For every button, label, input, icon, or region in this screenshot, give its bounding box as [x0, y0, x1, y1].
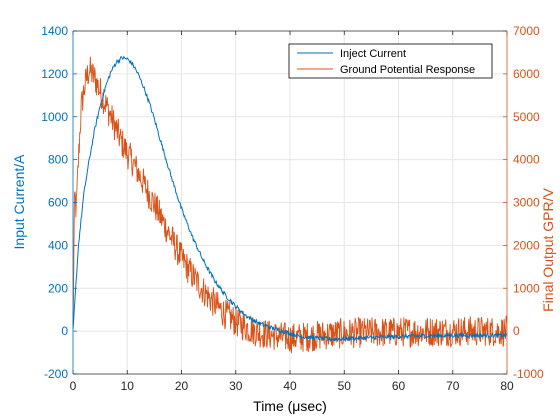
y-tick-label-left: 0	[61, 324, 68, 338]
grid	[73, 31, 507, 374]
legend: Inject Current Ground Potential Response	[288, 43, 493, 79]
y-tick-label-left: 200	[48, 281, 68, 295]
x-tick-label: 80	[500, 379, 514, 393]
x-tick-label: 40	[283, 379, 297, 393]
y-tick-label-left: 400	[48, 238, 68, 252]
series-line-inject-current	[72, 55, 508, 343]
x-tick-label: 30	[229, 379, 243, 393]
y-tick-label-right: 7000	[513, 24, 540, 38]
tick-labels: 0 10 20 30 40 50 60 70 80-2000200400600800100012…	[41, 24, 544, 393]
x-tick-label: 50	[338, 379, 352, 393]
x-tick-label: 10	[121, 379, 135, 393]
x-tick-label: 0	[70, 379, 77, 393]
y-tick-label-right: -1000	[513, 367, 544, 381]
y-tick-label-right: 2000	[513, 238, 540, 252]
y-tick-label-left: 1200	[41, 67, 68, 81]
y-tick-label-left: 800	[48, 153, 68, 167]
legend-label-ground-potential: Ground Potential Response	[340, 64, 475, 76]
y-tick-label-left: 1400	[41, 24, 68, 38]
plot-series	[72, 55, 508, 354]
y-tick-label-right: 6000	[513, 67, 540, 81]
y-tick-label-right: 1000	[513, 281, 540, 295]
y-tick-label-left: 1000	[41, 110, 68, 124]
y-tick-label-left: -200	[44, 367, 68, 381]
y-axis-label-right: Final Output GPR/V	[540, 187, 556, 311]
x-axis-label: Time (μsec)	[253, 398, 327, 414]
y-tick-label-right: 3000	[513, 196, 540, 210]
y-tick-label-left: 600	[48, 196, 68, 210]
y-tick-label-right: 4000	[513, 153, 540, 167]
x-tick-label: 60	[392, 379, 406, 393]
x-tick-label: 70	[446, 379, 460, 393]
y-axis-label-left: Input Current/A	[11, 154, 27, 250]
legend-box	[288, 43, 493, 79]
plot-frame	[72, 30, 508, 375]
y-tick-label-right: 5000	[513, 110, 540, 124]
series-line-ground-potential-response	[72, 56, 508, 354]
y-tick-label-right: 0	[513, 324, 520, 338]
legend-label-inject-current: Inject Current	[340, 48, 406, 60]
x-tick-label: 20	[175, 379, 189, 393]
